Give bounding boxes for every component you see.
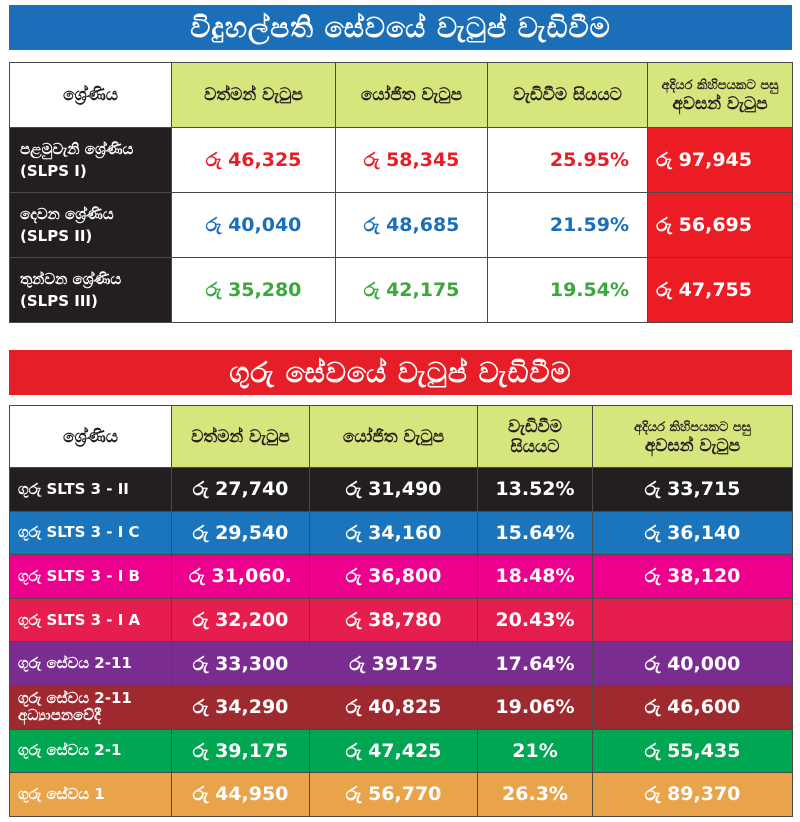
proposed-salary-cell: රු 34,160 (309, 510, 478, 556)
header-final-line2: අවසන් වැටුප (672, 94, 768, 114)
principal-salary-table: ශ්‍රේණිය වත්මන් වැටුප යෝජිත වැටුප වැඩිවී… (9, 62, 793, 323)
percent-cell: 19.54% (487, 257, 648, 323)
final-salary-cell: රු 33,715 (592, 467, 793, 512)
current-salary-cell: රු 39,175 (171, 728, 310, 774)
proposed-salary-cell: රු 38,780 (309, 597, 478, 643)
table-header-row: ශ්‍රේණිය වත්මන් වැටුප යෝජිත වැටුප වැඩිවී… (9, 405, 793, 468)
grade-label: ගුරු සේවය 2-11 අධ්‍යාපනවේදී (9, 684, 172, 730)
percent-cell: 26.3% (477, 772, 593, 817)
final-salary-cell: රු 89,370 (592, 772, 793, 817)
header-proposed-salary: යෝජිත වැටුප (309, 405, 478, 468)
current-salary-cell: රු 33,300 (171, 641, 310, 686)
header-current-salary: වත්මන් වැටුප (171, 405, 310, 468)
final-salary-cell: රු 47,755 (647, 257, 793, 323)
current-salary-cell: රු 31,060. (171, 554, 310, 599)
percent-cell: 19.06% (477, 684, 593, 730)
grade-label: ගුරු සේවය 2-1 (9, 728, 172, 774)
grade-label: ගුරු SLTS 3 - I C (9, 510, 172, 556)
table-row: ගුරු සේවය 2-11 රු 33,300 රු 39175 17.64% රු … (9, 641, 793, 686)
current-salary-cell: රු 27,740 (171, 467, 310, 512)
proposed-salary-cell: රු 48,685 (335, 192, 488, 258)
current-salary-cell: රු 44,950 (171, 772, 310, 817)
table-row: ගුරු සේවය 1 රු 44,950 රු 56,770 26.3% රු 89,… (9, 772, 793, 817)
proposed-salary-cell: රු 31,490 (309, 467, 478, 512)
percent-cell: 21.59% (487, 192, 648, 258)
current-salary-cell: රු 32,200 (171, 597, 310, 643)
final-salary-cell: රු 40,000 (592, 641, 793, 686)
current-salary-cell: රු 34,290 (171, 684, 310, 730)
proposed-salary-cell: රු 58,345 (335, 127, 488, 193)
table-row: පළමුවැනි ශ්‍රේණිය (SLPS I) රු 46,325 රු 5… (9, 127, 793, 193)
proposed-salary-cell: රු 42,175 (335, 257, 488, 323)
proposed-salary-cell: රු 47,425 (309, 728, 478, 774)
header-grade: ශ්‍රේණිය (9, 405, 172, 468)
header-final-salary: අදියර කිහිපයකට පසු අවසන් වැටුප (647, 62, 793, 128)
table-row: ගුරු SLTS 3 - I C රු 29,540 රු 34,160 15.64… (9, 510, 793, 556)
header-percent-increase: වැඩිවීම සියයට (477, 405, 593, 468)
grade-label: ගුරු SLTS 3 - I B (9, 554, 172, 599)
grade-label: ගුරු සේවය 2-11 (9, 641, 172, 686)
table-row: ගුරු SLTS 3 - I A රු 32,200 රු 38,780 20.43… (9, 597, 793, 643)
table-header-row: ශ්‍රේණිය වත්මන් වැටුප යෝජිත වැටුප වැඩිවී… (9, 62, 793, 128)
grade-label: දෙවන ශ්‍රේණිය (SLPS II) (9, 192, 172, 258)
percent-cell: 20.43% (477, 597, 593, 643)
final-salary-cell (592, 597, 793, 643)
percent-cell: 15.64% (477, 510, 593, 556)
table-row: ගුරු SLTS 3 - II රු 27,740 රු 31,490 13.52%… (9, 467, 793, 512)
teacher-service-banner: ගුරු සේවයේ වැටුප් වැඩිවීම (9, 350, 792, 395)
final-salary-cell: රු 38,120 (592, 554, 793, 599)
final-salary-cell: රු 36,140 (592, 510, 793, 556)
table-row: තුන්වන ශ්‍රේණිය (SLPS III) රු 35,280 රු 4… (9, 257, 793, 323)
final-salary-cell: රු 56,695 (647, 192, 793, 258)
proposed-salary-cell: රු 36,800 (309, 554, 478, 599)
header-current-salary: වත්මන් වැටුප (171, 62, 336, 128)
table-row: ගුරු සේවය 2-11 අධ්‍යාපනවේදී රු 34,290 රු 40… (9, 684, 793, 730)
grade-label: ගුරු SLTS 3 - I A (9, 597, 172, 643)
table-row: ගුරු සේවය 2-1 රු 39,175 රු 47,425 21% රු 55,… (9, 728, 793, 774)
percent-cell: 13.52% (477, 467, 593, 512)
header-grade: ශ්‍රේණිය (9, 62, 172, 128)
current-salary-cell: රු 46,325 (171, 127, 336, 193)
header-final-salary: අදියර කිහිපයකට පසු අවසන් වැටුප (592, 405, 793, 468)
grade-label: ගුරු සේවය 1 (9, 772, 172, 817)
header-percent-increase: වැඩිවීම සියයට (487, 62, 648, 128)
table-row: ගුරු SLTS 3 - I B රු 31,060. රු 36,800 18.4… (9, 554, 793, 599)
final-salary-cell: රු 46,600 (592, 684, 793, 730)
principal-service-banner: විදුහල්පති සේවයේ වැටුප් වැඩිවීම (9, 5, 792, 50)
final-salary-cell: රු 97,945 (647, 127, 793, 193)
table-row: දෙවන ශ්‍රේණිය (SLPS II) රු 40,040 රු 48,6… (9, 192, 793, 258)
percent-cell: 18.48% (477, 554, 593, 599)
proposed-salary-cell: රු 40,825 (309, 684, 478, 730)
current-salary-cell: රු 40,040 (171, 192, 336, 258)
current-salary-cell: රු 29,540 (171, 510, 310, 556)
proposed-salary-cell: රු 56,770 (309, 772, 478, 817)
grade-label: ගුරු SLTS 3 - II (9, 467, 172, 512)
grade-label: පළමුවැනි ශ්‍රේණිය (SLPS I) (9, 127, 172, 193)
teacher-salary-table: ශ්‍රේණිය වත්මන් වැටුප යෝජිත වැටුප වැඩිවී… (9, 405, 793, 817)
percent-cell: 17.64% (477, 641, 593, 686)
header-proposed-salary: යෝජිත වැටුප (335, 62, 488, 128)
grade-label: තුන්වන ශ්‍රේණිය (SLPS III) (9, 257, 172, 323)
final-salary-cell: රු 55,435 (592, 728, 793, 774)
header-final-line1: අදියර කිහිපයකට පසු (661, 78, 779, 93)
proposed-salary-cell: රු 39175 (309, 641, 478, 686)
current-salary-cell: රු 35,280 (171, 257, 336, 323)
percent-cell: 21% (477, 728, 593, 774)
percent-cell: 25.95% (487, 127, 648, 193)
